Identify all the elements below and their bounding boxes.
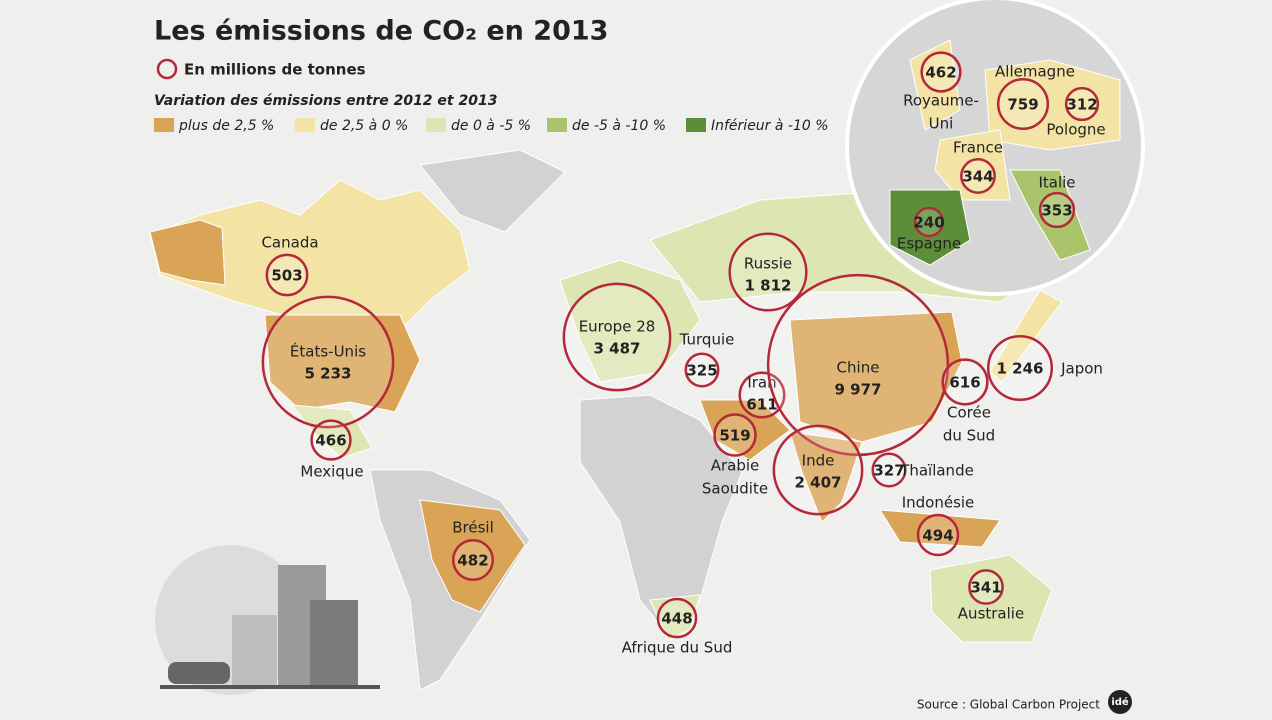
country-name: Turquie [679, 331, 735, 349]
emission-bubble [941, 358, 989, 406]
country-name: Allemagne [995, 63, 1075, 81]
country-name: Afrique du Sud [622, 639, 733, 657]
emission-bubble [1038, 191, 1076, 229]
emission-bubble [996, 77, 1050, 131]
emission-value: 448 [661, 610, 692, 628]
country-name: Thaïlande [899, 462, 974, 480]
source: Source : Global Carbon Project [917, 698, 1100, 712]
legend-swatch [547, 118, 567, 132]
emission-value: 519 [719, 427, 750, 445]
country-name: Indonésie [902, 494, 975, 512]
emission-bubble [265, 253, 309, 297]
legend-swatch [426, 118, 446, 132]
legend-label: plus de 2,5 % [178, 118, 274, 134]
logo: idé [1111, 696, 1129, 708]
emission-value: 240 [913, 214, 944, 232]
legend-label: de 2,5 à 0 % [320, 118, 408, 134]
emission-value: 9 977 [835, 381, 882, 399]
world-map [149, 149, 1063, 691]
country-name: Japon [1060, 360, 1103, 378]
country-name: Inde [802, 452, 835, 470]
emission-value: 759 [1007, 96, 1038, 114]
variation-title: Variation des émissions entre 2012 et 20… [154, 93, 497, 109]
emission-bubble [713, 413, 757, 457]
bubble-legend: En millions de tonnes [184, 61, 366, 79]
country-name: Royaume- [903, 92, 979, 110]
country-name: Pologne [1046, 121, 1105, 139]
bubbles: Canada 503 États-Unis 5 233 Mexique 466 Brésil… [261, 51, 1106, 657]
emission-value: 1 246 [997, 360, 1044, 378]
country-name: Brésil [452, 519, 494, 537]
legend-swatch [154, 118, 174, 132]
variation-legend: plus de 2,5 % de 2,5 à 0 % de 0 à -5 % de -… [154, 118, 829, 134]
emission-bubble [871, 452, 907, 488]
country-name: États-Unis [290, 342, 366, 361]
country-name: Mexique [300, 463, 363, 481]
title: Les émissions de CO₂ en 2013 [154, 16, 608, 47]
emission-bubble [986, 334, 1054, 402]
country-name: France [953, 139, 1003, 157]
country-name: Saoudite [702, 480, 768, 498]
legend-label: de -5 à -10 % [572, 118, 666, 134]
emission-value: 616 [949, 374, 980, 392]
legend-swatch [686, 118, 706, 132]
country-name: Italie [1038, 174, 1075, 192]
emission-bubble [656, 597, 698, 639]
emission-value: 611 [746, 396, 777, 414]
emission-value: 341 [970, 579, 1001, 597]
emission-bubble [968, 569, 1004, 605]
emission-value: 462 [925, 64, 956, 82]
emission-value: 344 [962, 168, 993, 186]
emission-bubble [562, 282, 672, 392]
logo-badge [1108, 690, 1132, 714]
emission-value: 353 [1041, 202, 1072, 220]
emission-value: 482 [457, 552, 488, 570]
emission-value: 312 [1066, 96, 1097, 114]
emission-value: 327 [873, 462, 904, 480]
emission-value: 325 [686, 362, 717, 380]
legend-swatch [295, 118, 315, 132]
country-name: Arabie [711, 457, 760, 475]
country-name: Chine [837, 359, 880, 377]
country-name: Russie [744, 255, 792, 273]
emission-value: 466 [315, 432, 346, 450]
emission-bubble [960, 158, 996, 194]
emission-bubble [738, 371, 786, 419]
emission-value: 5 233 [305, 365, 352, 383]
emission-value: 1 812 [745, 277, 792, 295]
country-name: du Sud [943, 427, 995, 445]
emission-bubble [684, 352, 720, 388]
bubble-legend-icon [156, 58, 178, 80]
emission-value: 494 [922, 527, 953, 545]
emission-value: 3 487 [594, 340, 641, 358]
emission-value: 503 [271, 267, 302, 285]
city-illustration [155, 545, 380, 695]
country-name: Canada [261, 234, 318, 252]
emission-bubble [766, 273, 950, 457]
country-name: Espagne [897, 235, 961, 253]
emission-bubble [913, 206, 945, 238]
emission-bubble [1064, 86, 1100, 122]
country-name: Europe 28 [579, 318, 656, 336]
country-name: Australie [958, 605, 1024, 623]
emission-bubble [261, 295, 395, 429]
emission-bubble [916, 513, 960, 557]
emission-bubble [728, 232, 808, 312]
country-name: Corée [947, 404, 991, 422]
emission-bubble [451, 538, 495, 582]
legend-label: Inférieur à -10 % [711, 118, 829, 134]
country-name: Uni [929, 115, 954, 133]
emission-bubble [310, 419, 352, 461]
emission-value: 2 407 [795, 474, 842, 492]
legend-label: de 0 à -5 % [451, 118, 531, 134]
emission-bubble [920, 51, 962, 93]
emission-bubble [772, 424, 864, 516]
